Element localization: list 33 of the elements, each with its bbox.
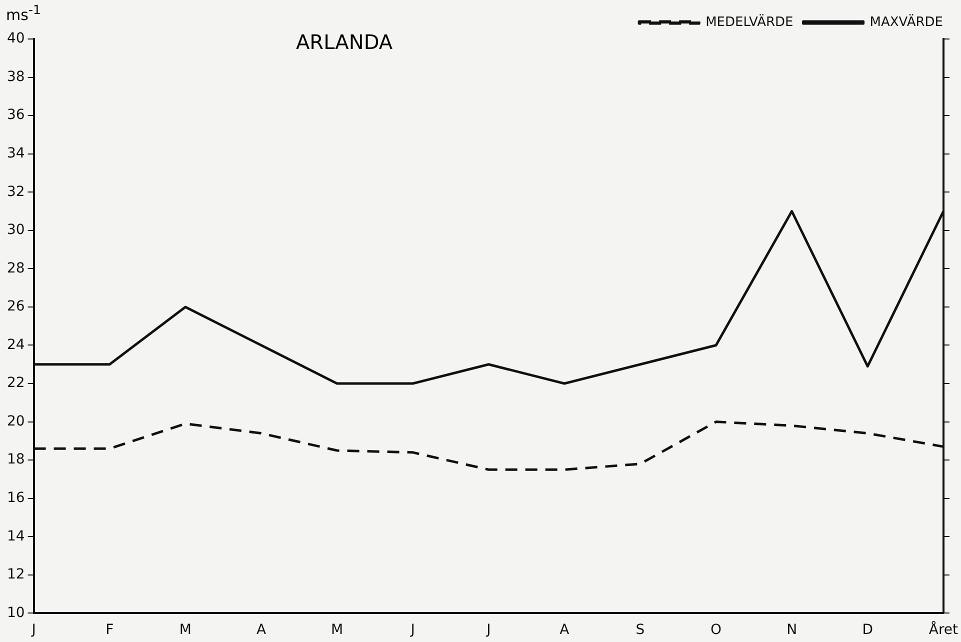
x-tick-label: D bbox=[862, 622, 874, 638]
x-tick-label: Året bbox=[928, 621, 959, 638]
y-tick-label: 24 bbox=[6, 336, 25, 353]
y-tick-label: 16 bbox=[6, 490, 25, 506]
x-tick-label: J bbox=[486, 622, 491, 638]
x-tick-label: M bbox=[330, 622, 344, 638]
x-tick-label: S bbox=[636, 622, 645, 638]
y-tick-label: 36 bbox=[6, 107, 25, 124]
y-tick-label: 26 bbox=[6, 298, 25, 315]
legend-label: MEDELVÄRDE bbox=[706, 14, 794, 30]
x-tick-label: A bbox=[560, 622, 570, 638]
legend-label: MAXVÄRDE bbox=[870, 14, 944, 30]
x-tick-label: O bbox=[710, 622, 722, 638]
x-tick-label: M bbox=[179, 622, 192, 638]
y-tick-label: 20 bbox=[6, 413, 25, 430]
y-tick-label: 28 bbox=[6, 260, 25, 276]
x-tick-label: A bbox=[256, 622, 266, 638]
y-tick-label: 32 bbox=[6, 184, 25, 200]
chart-title: ARLANDA bbox=[296, 30, 393, 54]
x-tick-label: J bbox=[410, 622, 415, 638]
x-tick-label: F bbox=[106, 622, 114, 638]
x-tick-label: N bbox=[786, 622, 798, 638]
x-tick-label: J bbox=[30, 622, 36, 638]
y-tick-label: 30 bbox=[6, 222, 25, 238]
y-tick-label: 40 bbox=[6, 30, 25, 47]
y-tick-label: 34 bbox=[6, 145, 25, 162]
y-tick-label: 18 bbox=[6, 452, 25, 468]
y-tick-label: 12 bbox=[6, 566, 25, 583]
y-axis-title: ms$^{-1}$ bbox=[6, 2, 41, 24]
y-tick-label: 38 bbox=[6, 68, 25, 85]
y-tick-label: 14 bbox=[6, 528, 25, 544]
y-tick-label: 22 bbox=[6, 375, 25, 392]
y-tick-label: 10 bbox=[6, 604, 25, 621]
